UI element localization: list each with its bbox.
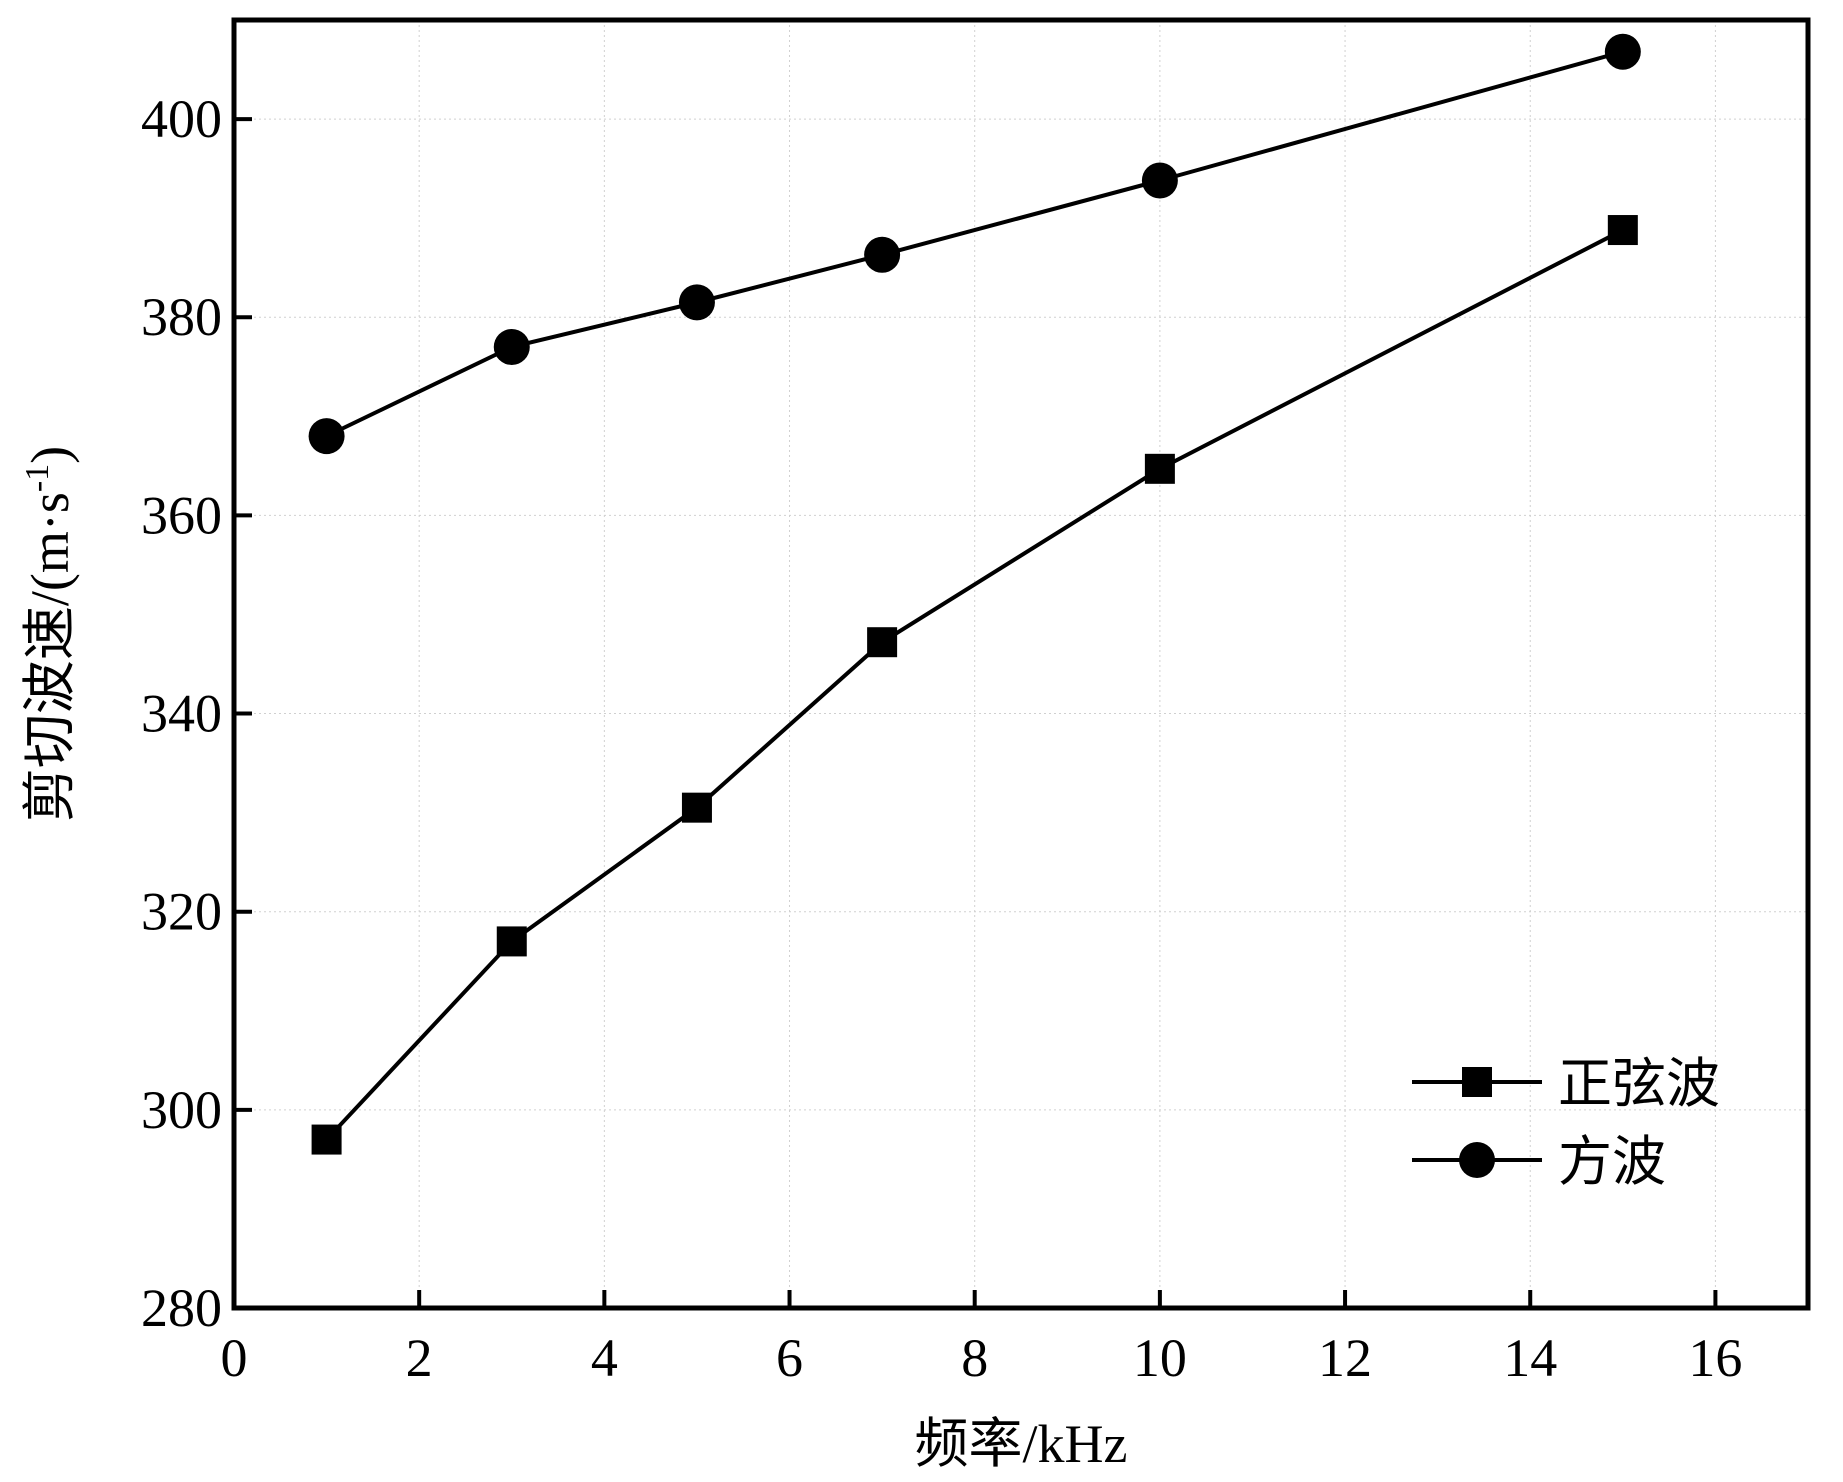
y-axis-title-main: 剪切波速/(m·s: [20, 492, 80, 822]
legend-circle-marker: [1459, 1142, 1495, 1178]
y-tick-label: 360: [141, 485, 222, 545]
circle-data-point: [493, 328, 530, 365]
circle-data-point: [1604, 33, 1641, 70]
y-tick-label: 280: [141, 1278, 222, 1338]
y-tick-label: 320: [141, 882, 222, 942]
grid-layer: [234, 20, 1808, 1308]
circle-data-point: [678, 284, 715, 321]
x-axis-title: 频率/kHz: [915, 1414, 1128, 1474]
legend-label: 正弦波: [1558, 1054, 1720, 1114]
legend-item: 正弦波: [1412, 1054, 1720, 1114]
x-tick-label: 8: [961, 1328, 988, 1388]
x-tick-label: 14: [1503, 1328, 1557, 1388]
axis-titles: 频率/kHz 剪切波速/(m·s-1): [19, 446, 1127, 1474]
square-data-point: [1607, 215, 1638, 246]
x-tick-label: 2: [406, 1328, 433, 1388]
circle-data-point: [864, 236, 901, 273]
x-tick-label: 12: [1318, 1328, 1372, 1388]
plot-frame: [231, 17, 1811, 1311]
x-tick-label: 16: [1688, 1328, 1742, 1388]
circle-data-point: [1141, 162, 1178, 199]
square-data-point: [1144, 453, 1175, 484]
square-data-point: [867, 627, 898, 658]
legend-item: 方波: [1412, 1132, 1666, 1192]
series-line: [325, 49, 1624, 438]
y-axis-title-close: ): [20, 446, 80, 464]
series-line: [325, 228, 1624, 1141]
ticks-layer: 0 2 4 6 8 10 12 14 16 280 300 320 340 360 380 400: [141, 89, 1742, 1388]
x-tick-label: 4: [591, 1328, 618, 1388]
circle-data-point: [308, 418, 345, 455]
square-data-point: [496, 926, 527, 957]
series-2: [308, 33, 1641, 455]
series-layer: [308, 33, 1641, 1155]
y-axis-title: 剪切波速/(m·s-1): [19, 446, 80, 822]
y-axis-title-superscript: -1: [19, 464, 56, 492]
square-data-point: [681, 792, 712, 823]
y-tick-label: 380: [141, 287, 222, 347]
series-1: [311, 215, 1638, 1155]
legend-label: 方波: [1558, 1132, 1666, 1192]
y-tick-label: 400: [141, 89, 222, 149]
x-tick-label: 6: [776, 1328, 803, 1388]
square-data-point: [311, 1124, 342, 1155]
y-tick-label: 300: [141, 1080, 222, 1140]
legend-square-marker: [1462, 1067, 1492, 1097]
x-tick-label: 0: [221, 1328, 248, 1388]
x-tick-label: 10: [1133, 1328, 1187, 1388]
y-tick-label: 340: [141, 684, 222, 744]
